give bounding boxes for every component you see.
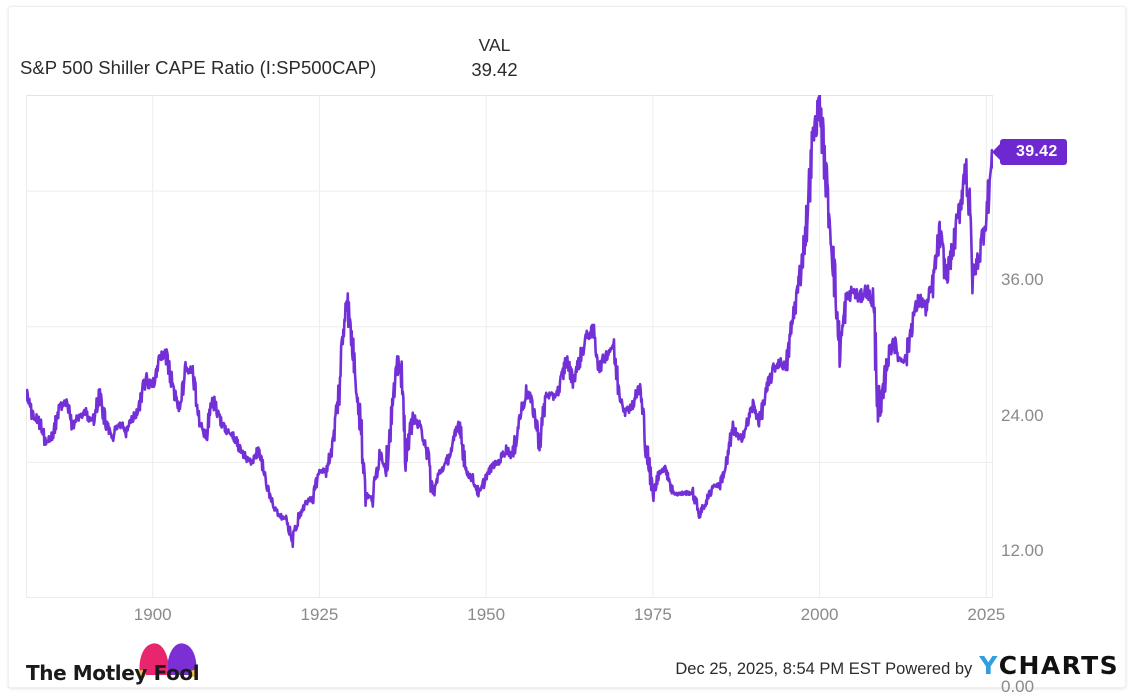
x-axis-tick-label: 1975 [633, 605, 672, 624]
attribution: Dec 25, 2025, 8:54 PM EST Powered by Y C… [675, 651, 1119, 680]
timestamp-label: Dec 25, 2025, 8:54 PM EST Powered by [675, 660, 973, 678]
motley-fool-wordmark: The Motley Fool [26, 661, 200, 685]
value-column-header: VAL [478, 35, 511, 55]
ycharts-y-icon: Y [979, 651, 999, 680]
chart-card: S&P 500 Shiller CAPE Ratio (I:SP500CAP) … [8, 6, 1127, 695]
plot-frame [26, 95, 993, 598]
current-value-flag: 39.42 [992, 139, 1067, 166]
y-axis-labels: 0.00 12.00 24.00 36.00 [1001, 95, 1121, 695]
y-axis-tick-label: 36.00 [1001, 270, 1044, 290]
ycharts-logo: Y CHARTS [979, 651, 1119, 680]
y-axis-tick-label: 24.00 [1001, 405, 1044, 425]
x-axis-labels: 1900 1925 1950 1975 2000 2025 [26, 605, 1006, 633]
series-name-label: S&P 500 Shiller CAPE Ratio (I:SP500CAP) [20, 57, 377, 78]
chart-footer: The Motley Fool Dec 25, 2025, 8:54 PM ES… [9, 635, 1127, 689]
latest-value: 39.42 [471, 59, 518, 80]
y-axis-tick-label: 0.00 [1001, 677, 1035, 696]
x-axis-tick-label: 1925 [300, 605, 339, 624]
chart-header: S&P 500 Shiller CAPE Ratio (I:SP500CAP) … [9, 7, 1127, 93]
x-axis-tick-label: 1900 [133, 605, 172, 624]
y-axis-tick-label: 12.00 [1001, 541, 1044, 561]
ycharts-wordmark: CHARTS [998, 651, 1119, 680]
chart-line-svg [26, 95, 993, 598]
gridlines [26, 95, 993, 598]
jester-hat-icon [136, 641, 200, 682]
current-value-flag-label: 39.42 [992, 139, 1067, 166]
x-axis-tick-label: 2025 [967, 605, 1006, 624]
x-axis-tick-label: 1950 [467, 605, 506, 624]
plot-area [26, 95, 993, 598]
motley-fool-logo: The Motley Fool [26, 641, 201, 687]
cape-ratio-line [26, 95, 993, 549]
value-column: VAL 39.42 [427, 33, 562, 83]
x-axis-tick-label: 2000 [800, 605, 839, 624]
